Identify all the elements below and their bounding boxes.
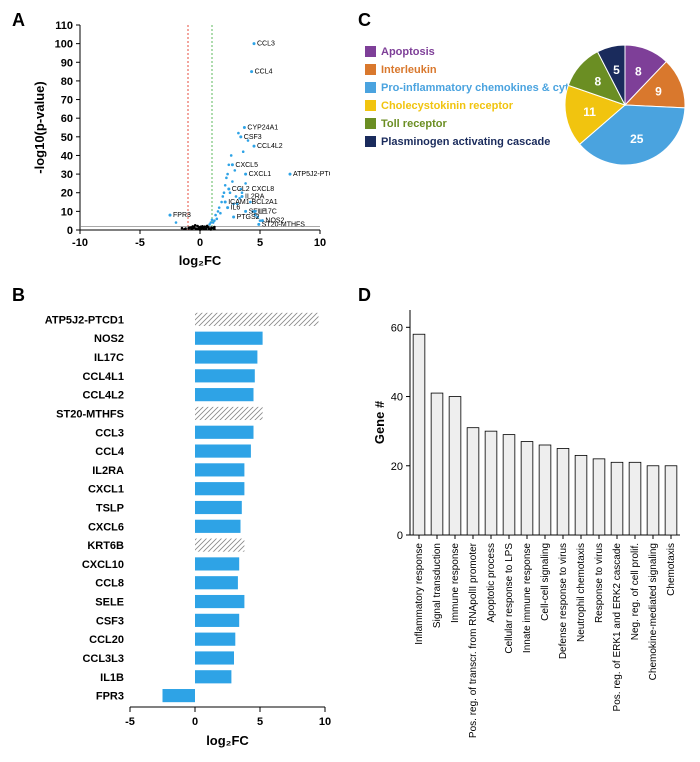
svg-text:9: 9 [655,85,662,99]
svg-text:CCL3: CCL3 [95,427,124,439]
svg-text:IL1B: IL1B [100,672,124,684]
panel-b-plot: ATP5J2-PTCD1 NOS2 IL17C CCL4L1 CCL4L2 ST20-MT… [25,300,335,750]
svg-text:IL17C: IL17C [94,352,124,364]
svg-text:0: 0 [397,530,403,542]
svg-text:0: 0 [197,237,203,249]
svg-text:-log10(p-value): -log10(p-value) [32,81,47,173]
svg-text:Plasminogen activating cascade: Plasminogen activating cascade [381,136,550,148]
svg-text:Immune response: Immune response [450,543,461,623]
svg-text:IL17C: IL17C [258,208,277,215]
svg-text:ATP5J2-PTCD1: ATP5J2-PTCD1 [293,171,330,178]
svg-text:110: 110 [55,20,73,32]
svg-text:ATP5J2-PTCD1: ATP5J2-PTCD1 [45,314,124,326]
svg-text:10: 10 [61,206,73,218]
svg-text:Pos. reg. of ERK1 and ERK2 cas: Pos. reg. of ERK1 and ERK2 cascade [612,543,623,712]
svg-text:Apoptosis: Apoptosis [381,46,435,58]
svg-text:KRT6B: KRT6B [87,540,124,552]
svg-text:Chemokine-mediated signaling: Chemokine-mediated signaling [648,543,659,680]
svg-text:TSLP: TSLP [96,503,124,515]
svg-text:40: 40 [391,392,403,404]
svg-text:40: 40 [61,150,73,162]
svg-text:Pos. reg. of transcr. from RNA: Pos. reg. of transcr. from RNApolII prom… [468,542,479,738]
svg-text:CSF3: CSF3 [244,134,262,141]
svg-text:CCL3: CCL3 [257,41,275,48]
svg-text:CCL4L1: CCL4L1 [82,371,124,383]
svg-text:Toll receptor: Toll receptor [381,118,448,130]
svg-text:CXCL6: CXCL6 [88,521,124,533]
svg-text:Inflammatory response: Inflammatory response [414,543,425,645]
svg-text:CXCL1: CXCL1 [249,171,272,178]
svg-text:CCL2 CXCL8: CCL2 CXCL8 [232,186,275,193]
svg-text:10: 10 [319,716,331,728]
svg-text:-10: -10 [72,237,88,249]
svg-text:Apoptotic process: Apoptotic process [486,543,497,623]
svg-text:Innate immune response: Innate immune response [522,543,533,654]
svg-text:Defense response to virus: Defense response to virus [558,543,569,659]
svg-text:CSF3: CSF3 [96,615,124,627]
svg-text:Cholecystokinin receptor: Cholecystokinin receptor [381,100,514,112]
svg-text:20: 20 [61,188,73,200]
svg-text:log₂FC: log₂FC [179,253,222,268]
svg-text:8: 8 [594,74,601,88]
svg-text:10: 10 [314,237,326,249]
panel-a-label: A [12,10,25,31]
svg-text:ST20-MTHFS: ST20-MTHFS [56,408,124,420]
svg-text:70: 70 [61,95,73,107]
svg-text:0: 0 [67,225,73,237]
svg-text:CCL8: CCL8 [95,578,124,590]
figure-root: A -10-505100102030405060708090100110CCL3… [10,10,690,752]
svg-text:-5: -5 [135,237,145,249]
svg-text:100: 100 [55,39,73,51]
svg-text:CCL4: CCL4 [95,446,125,458]
svg-text:log₂FC: log₂FC [206,733,249,748]
svg-text:90: 90 [61,57,73,69]
svg-text:IL6: IL6 [231,205,241,212]
svg-text:Gene #: Gene # [372,400,387,444]
svg-text:Neutrophil chemotaxis: Neutrophil chemotaxis [576,543,587,642]
svg-text:50: 50 [61,132,73,144]
panel-a-plot: -10-505100102030405060708090100110CCL3CC… [30,15,330,270]
svg-text:Response to virus: Response to virus [594,543,605,623]
svg-text:30: 30 [61,169,73,181]
svg-text:5: 5 [257,716,263,728]
svg-text:CXCL1: CXCL1 [88,484,124,496]
svg-text:IL2RA: IL2RA [92,465,124,477]
svg-text:CCL4L2: CCL4L2 [257,143,283,150]
svg-text:PTGS2: PTGS2 [237,214,260,221]
svg-text:Interleukin: Interleukin [381,64,437,76]
svg-text:5: 5 [613,63,620,77]
svg-text:Chemotaxis: Chemotaxis [666,543,677,596]
svg-text:CCL20: CCL20 [89,634,124,646]
svg-text:CXCL10: CXCL10 [82,559,124,571]
svg-text:60: 60 [61,113,73,125]
svg-text:5: 5 [257,237,263,249]
panel-b-label: B [12,285,25,306]
svg-text:60: 60 [391,322,403,334]
svg-text:Signal transduction: Signal transduction [432,543,443,628]
panel-d-plot: 0 20 40 60 Inflammatory response Signal trans… [370,300,690,750]
svg-text:-5: -5 [125,716,135,728]
svg-text:25: 25 [630,132,644,146]
svg-text:Cellular response to LPS: Cellular response to LPS [504,543,515,654]
svg-text:CCL3L3: CCL3L3 [82,653,124,665]
svg-text:CYP24A1: CYP24A1 [247,125,278,132]
svg-text:FPR3: FPR3 [96,691,124,703]
svg-text:ST20-MTHFS: ST20-MTHFS [262,221,306,228]
svg-text:11: 11 [583,105,596,119]
svg-text:FPR3: FPR3 [173,212,191,219]
svg-text:NOS2: NOS2 [94,333,124,345]
svg-text:20: 20 [391,461,403,473]
svg-text:CXCL5: CXCL5 [235,162,258,169]
svg-text:Neg. reg. of cell prolif.: Neg. reg. of cell prolif. [630,543,641,640]
panel-c-plot: ApoptosisInterleukinPro-inflammatory che… [365,25,690,225]
svg-text:80: 80 [61,76,73,88]
svg-text:SELE: SELE [95,597,124,609]
svg-text:CCL4L2: CCL4L2 [82,390,124,402]
svg-text:CCL4: CCL4 [255,69,273,76]
svg-text:8: 8 [635,65,642,79]
svg-text:0: 0 [192,716,198,728]
svg-text:Cell-cell signaling: Cell-cell signaling [540,543,551,621]
